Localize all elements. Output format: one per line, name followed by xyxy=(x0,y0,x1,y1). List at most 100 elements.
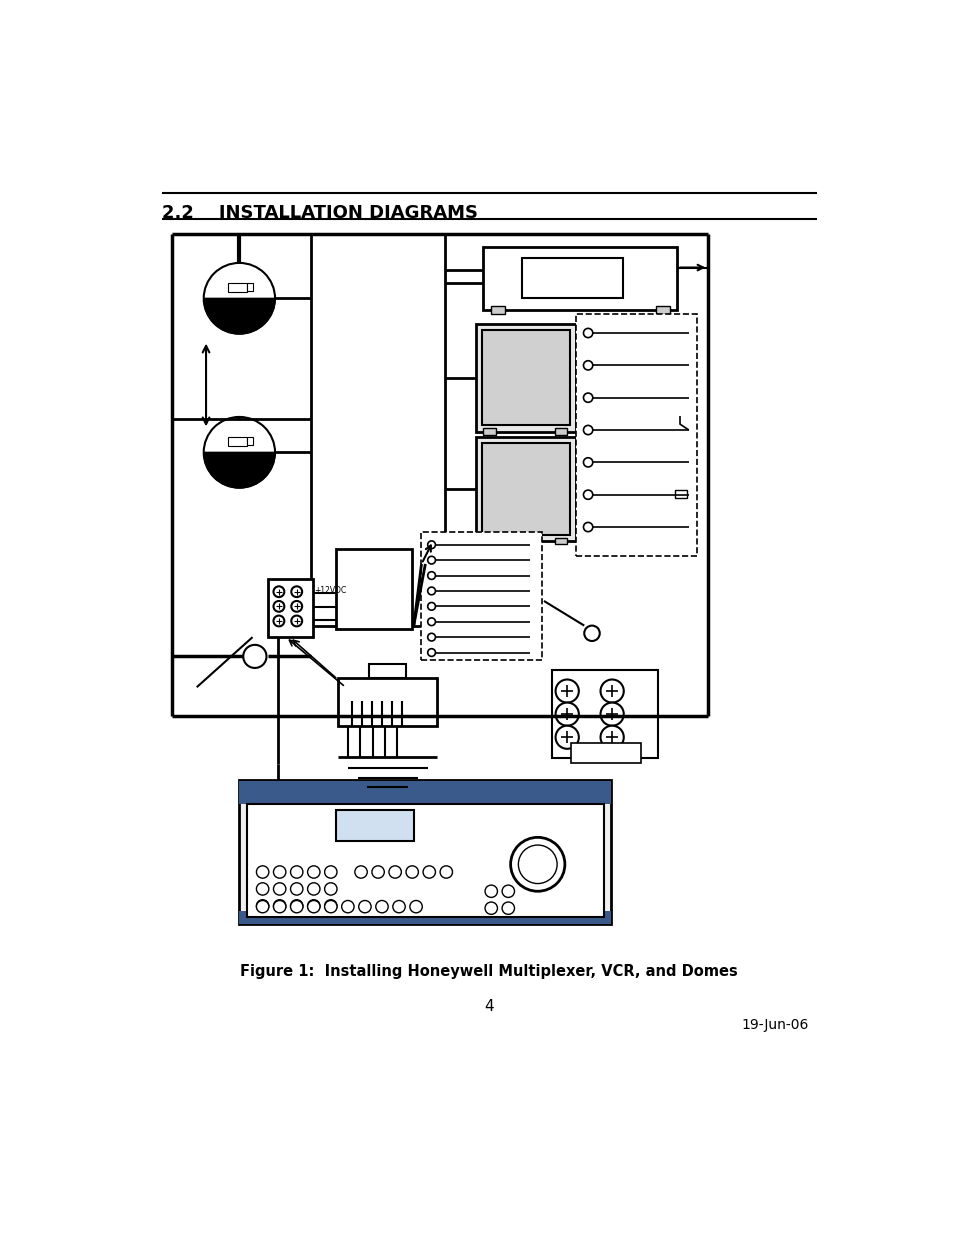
Circle shape xyxy=(307,900,319,911)
Bar xyxy=(311,235,444,626)
Bar xyxy=(655,306,669,314)
Bar xyxy=(491,306,505,314)
Bar xyxy=(421,531,541,661)
Bar xyxy=(335,548,412,630)
Bar xyxy=(481,443,570,535)
Circle shape xyxy=(484,885,497,898)
Bar xyxy=(576,314,696,556)
Circle shape xyxy=(555,679,578,703)
Circle shape xyxy=(427,587,435,595)
Bar xyxy=(555,429,567,435)
Polygon shape xyxy=(228,283,247,293)
Bar xyxy=(337,678,436,726)
Circle shape xyxy=(355,866,367,878)
Text: 2.2    INSTALLATION DIAGRAMS: 2.2 INSTALLATION DIAGRAMS xyxy=(162,204,477,221)
Bar xyxy=(239,782,611,804)
Bar xyxy=(239,779,611,924)
Bar xyxy=(551,671,658,758)
Circle shape xyxy=(427,572,435,579)
Circle shape xyxy=(372,866,384,878)
Circle shape xyxy=(583,393,592,403)
Bar xyxy=(571,743,640,763)
Circle shape xyxy=(274,883,286,895)
Circle shape xyxy=(501,902,514,914)
Circle shape xyxy=(307,866,319,878)
Polygon shape xyxy=(228,437,247,446)
Circle shape xyxy=(274,866,286,878)
Circle shape xyxy=(427,648,435,656)
Circle shape xyxy=(204,417,274,488)
Polygon shape xyxy=(228,283,247,293)
Circle shape xyxy=(307,883,319,895)
Circle shape xyxy=(427,634,435,641)
Circle shape xyxy=(422,866,435,878)
Circle shape xyxy=(291,900,303,913)
Bar xyxy=(555,537,567,543)
Circle shape xyxy=(274,615,284,626)
Bar xyxy=(247,437,253,445)
Circle shape xyxy=(517,845,557,883)
Circle shape xyxy=(583,626,599,641)
Circle shape xyxy=(274,587,284,597)
Circle shape xyxy=(583,425,592,435)
Bar xyxy=(476,324,576,431)
Bar xyxy=(247,804,603,916)
Circle shape xyxy=(427,541,435,548)
Circle shape xyxy=(256,883,269,895)
Circle shape xyxy=(291,866,303,878)
Circle shape xyxy=(439,866,452,878)
Bar xyxy=(483,429,496,435)
Circle shape xyxy=(427,556,435,564)
Circle shape xyxy=(583,329,592,337)
Circle shape xyxy=(358,900,371,913)
Circle shape xyxy=(389,866,401,878)
Circle shape xyxy=(274,900,286,911)
Text: 19-Jun-06: 19-Jun-06 xyxy=(740,1019,808,1032)
Bar xyxy=(335,810,414,841)
Bar xyxy=(369,664,406,678)
Circle shape xyxy=(555,726,578,748)
Bar xyxy=(481,330,570,425)
Circle shape xyxy=(341,900,354,913)
Bar xyxy=(268,579,313,637)
Circle shape xyxy=(324,866,336,878)
Circle shape xyxy=(256,866,269,878)
Circle shape xyxy=(204,263,274,333)
Circle shape xyxy=(256,900,269,911)
Bar xyxy=(674,490,686,498)
Circle shape xyxy=(510,837,564,892)
Circle shape xyxy=(484,902,497,914)
Circle shape xyxy=(583,490,592,499)
Circle shape xyxy=(243,645,266,668)
Bar xyxy=(476,437,576,541)
Circle shape xyxy=(427,603,435,610)
Circle shape xyxy=(324,883,336,895)
Circle shape xyxy=(599,726,623,748)
Text: Figure 1:  Installing Honeywell Multiplexer, VCR, and Domes: Figure 1: Installing Honeywell Multiplex… xyxy=(240,965,737,979)
Circle shape xyxy=(406,866,418,878)
Circle shape xyxy=(555,703,578,726)
Circle shape xyxy=(583,458,592,467)
Bar xyxy=(483,537,496,543)
Circle shape xyxy=(583,361,592,370)
Circle shape xyxy=(393,900,405,913)
Circle shape xyxy=(291,615,302,626)
Bar xyxy=(239,910,611,924)
Polygon shape xyxy=(204,452,274,488)
Circle shape xyxy=(291,883,303,895)
Circle shape xyxy=(324,900,336,913)
Text: +12VDC: +12VDC xyxy=(314,587,347,595)
Circle shape xyxy=(256,900,269,913)
Circle shape xyxy=(599,679,623,703)
Bar xyxy=(521,258,622,299)
Circle shape xyxy=(583,522,592,531)
Bar xyxy=(483,247,677,310)
Circle shape xyxy=(274,900,286,913)
Circle shape xyxy=(291,601,302,611)
Polygon shape xyxy=(204,299,274,333)
Circle shape xyxy=(375,900,388,913)
Circle shape xyxy=(324,900,336,911)
Circle shape xyxy=(427,618,435,626)
Circle shape xyxy=(307,900,319,913)
Bar xyxy=(247,283,253,290)
